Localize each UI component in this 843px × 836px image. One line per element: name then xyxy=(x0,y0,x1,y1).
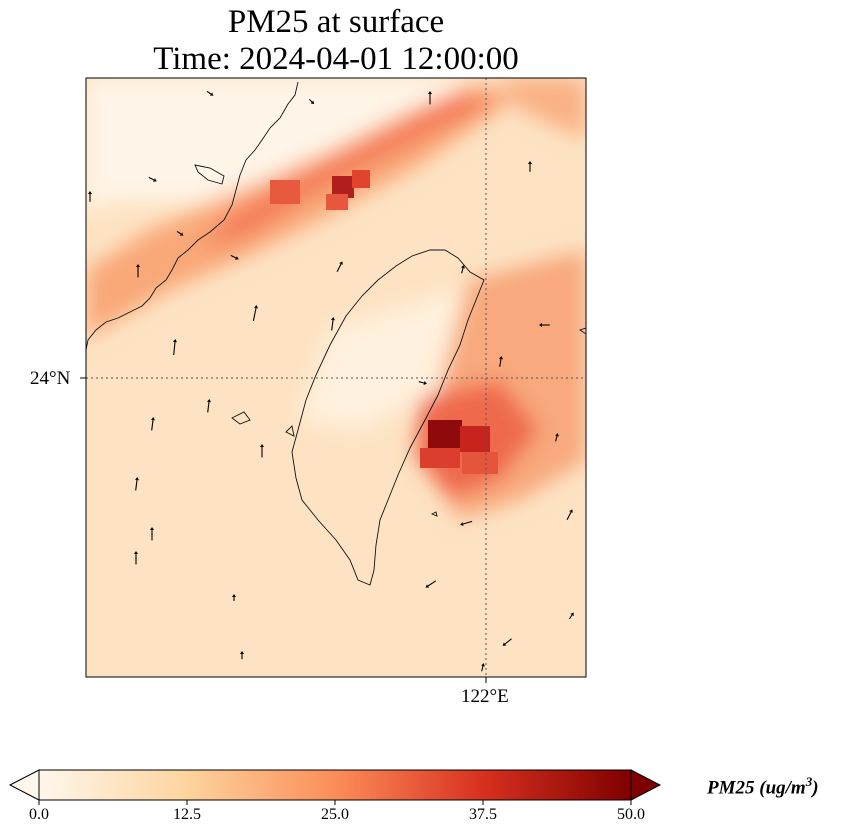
wind-arrow-head xyxy=(153,178,157,182)
colorbar-label-suffix: ) xyxy=(812,777,819,799)
wind-arrow-head xyxy=(254,305,258,309)
wind-arrow xyxy=(135,479,138,491)
wind-arrow xyxy=(230,254,237,259)
colorbar-extend-low xyxy=(8,769,40,801)
wind-arrow-head xyxy=(150,527,154,530)
colorbar-tick-label: 37.5 xyxy=(469,806,497,823)
wind-arrow xyxy=(427,580,437,587)
wind-arrow xyxy=(461,267,464,274)
colorbar-tick-label: 25.0 xyxy=(321,806,349,823)
wind-arrow-head xyxy=(570,612,574,617)
map-title-line2: Time: 2024-04-01 12:00:00 xyxy=(153,41,519,77)
wind-arrow xyxy=(418,381,425,384)
wind-arrow xyxy=(566,511,572,521)
wind-arrow-head xyxy=(235,256,239,260)
wind-arrow-head xyxy=(481,663,485,667)
wind-arrow-head xyxy=(528,161,532,164)
wind-arrow xyxy=(207,401,210,413)
wind-vectors xyxy=(88,90,574,672)
wind-arrow xyxy=(176,230,182,235)
wind-arrow-head xyxy=(461,265,465,269)
wind-arrow-head xyxy=(209,92,214,96)
wind-arrow xyxy=(555,435,558,442)
colorbar-tick-label: 12.5 xyxy=(173,806,201,823)
wind-arrow xyxy=(336,263,342,273)
colorbar-label-prefix: PM25 (ug/m xyxy=(707,777,806,799)
wind-arrow xyxy=(173,341,176,356)
wind-arrow-head xyxy=(499,356,503,360)
lat-tick-label: 24°N xyxy=(30,368,71,389)
wind-arrow-head xyxy=(136,264,140,267)
coastline xyxy=(86,81,586,586)
wind-arrow xyxy=(331,319,334,331)
wind-arrow-head xyxy=(569,509,573,513)
wind-arrow xyxy=(504,638,512,645)
wind-arrow-head xyxy=(331,317,335,321)
wind-arrow-head xyxy=(134,551,138,554)
wind-arrow xyxy=(252,307,257,322)
gridlines xyxy=(86,78,586,677)
colorbar-label-exponent: 3 xyxy=(805,774,813,789)
taiwan-coastline xyxy=(291,249,485,586)
wind-arrow-head xyxy=(240,651,244,654)
wind-arrow-head xyxy=(173,339,177,343)
wind-arrow-head xyxy=(135,477,139,481)
colorbar-gradient xyxy=(38,769,632,801)
colorbar-tick-label: 0.0 xyxy=(29,806,49,823)
colorbar-label: PM25 (ug/m3) xyxy=(707,774,819,799)
wind-arrow-head xyxy=(207,399,211,403)
wind-arrow xyxy=(568,614,573,620)
wind-arrow-head xyxy=(428,91,432,94)
wind-arrow xyxy=(309,99,313,103)
wind-arrow-head xyxy=(339,261,343,265)
map-plot xyxy=(80,77,587,683)
wind-arrow-head xyxy=(555,433,559,437)
wind-arrow-head xyxy=(425,584,430,588)
colorbar-tick-marks xyxy=(38,800,632,805)
mainland-coastline xyxy=(86,81,299,351)
wind-arrow-head xyxy=(310,100,315,105)
wind-arrow xyxy=(206,90,212,95)
wind-arrow xyxy=(499,358,502,367)
colorbar xyxy=(8,769,662,805)
wind-arrow-head xyxy=(232,594,236,597)
wind-arrow xyxy=(481,665,484,672)
wind-arrow-head xyxy=(88,191,92,194)
wind-arrow-head xyxy=(179,232,184,236)
lon-tick-label: 122°E xyxy=(461,686,509,707)
wind-arrow-head xyxy=(539,323,542,327)
colorbar-extend-high xyxy=(630,769,662,801)
map-title-line1: PM25 at surface xyxy=(227,4,445,40)
wind-arrow-head xyxy=(502,642,507,646)
wind-arrow xyxy=(148,176,155,181)
colorbar-tick-label: 50.0 xyxy=(617,806,645,823)
wind-arrow xyxy=(151,419,154,431)
wind-arrow-head xyxy=(151,417,155,421)
wind-arrow-head xyxy=(460,522,464,526)
wind-arrow xyxy=(462,520,473,525)
wind-arrow-head xyxy=(423,381,427,385)
wind-arrow-head xyxy=(260,444,264,447)
